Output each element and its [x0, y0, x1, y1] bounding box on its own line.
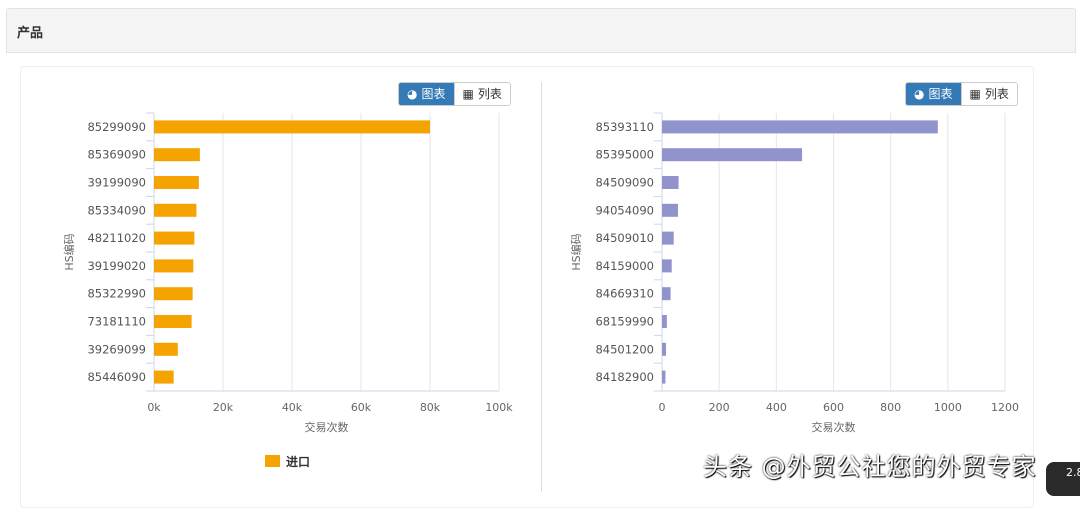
bar [154, 148, 200, 162]
y-tick-label: 68159990 [595, 315, 654, 329]
panel-header: 产品 [6, 8, 1076, 53]
y-tick-label: 39269099 [87, 342, 146, 356]
bar [662, 370, 666, 384]
x-axis-title: 交易次数 [305, 420, 349, 434]
bar [154, 315, 192, 328]
bar [662, 203, 679, 217]
pie-chart-icon: ◕ [914, 87, 925, 101]
x-tick-label: 40k [282, 401, 303, 414]
legend-swatch [265, 455, 280, 467]
bar [662, 287, 671, 301]
bar [662, 176, 679, 189]
x-tick-label: 80k [420, 401, 441, 414]
y-tick-label: 85369090 [87, 148, 146, 162]
y-tick-label: 73181110 [87, 315, 146, 329]
table-icon: ▦ [462, 87, 474, 101]
bar [662, 120, 938, 134]
pie-chart-icon: ◕ [407, 87, 418, 101]
list-view-button[interactable]: ▦ 列表 [453, 83, 510, 105]
y-tick-label: 85446090 [87, 370, 146, 384]
bar [154, 370, 174, 384]
bar [154, 287, 193, 301]
y-tick-label: 48211020 [87, 231, 146, 245]
y-tick-label: 84501200 [595, 342, 654, 356]
bar [662, 259, 672, 273]
x-tick-label: 1000 [934, 401, 962, 414]
y-axis-title: HS编码 [62, 233, 76, 270]
corner-badge: 2.8 [1046, 462, 1080, 496]
x-tick-label: 20k [213, 401, 234, 414]
y-axis-title: HS编码 [569, 233, 583, 270]
view-toggle-left: ◕ 图表 ▦ 列表 [398, 82, 511, 106]
y-tick-label: 85334090 [87, 203, 146, 217]
panel-title: 产品 [17, 26, 44, 41]
chart-view-button[interactable]: ◕ 图表 [399, 83, 454, 105]
chart-view-button[interactable]: ◕ 图表 [906, 83, 961, 105]
divider [541, 82, 542, 492]
y-tick-label: 94054090 [595, 203, 654, 217]
bar [662, 342, 667, 356]
x-tick-label: 400 [766, 401, 787, 414]
x-tick-label: 1200 [991, 401, 1019, 414]
table-icon: ▦ [969, 87, 981, 101]
y-tick-label: 85299090 [87, 120, 146, 134]
bar [662, 315, 667, 328]
y-tick-label: 84509090 [595, 176, 654, 190]
bar [154, 176, 199, 189]
charts-canvas: 0k 20k 40k 60k 80k 100k 85299090 85369090 391990… [62, 112, 1019, 469]
bar [154, 231, 195, 245]
list-view-button[interactable]: ▦ 列表 [960, 83, 1017, 105]
y-tick-label: 85395000 [595, 148, 654, 162]
view-toggle-right: ◕ 图表 ▦ 列表 [905, 82, 1018, 106]
x-tick-label: 800 [880, 401, 901, 414]
y-tick-label: 85393110 [595, 120, 654, 134]
bar [154, 342, 178, 356]
x-tick-label: 100k [485, 401, 513, 414]
x-tick-label: 0 [659, 401, 666, 414]
bar [154, 120, 430, 134]
bar [662, 231, 674, 245]
x-tick-label: 60k [351, 401, 372, 414]
y-tick-label: 39199090 [87, 176, 146, 190]
x-axis-title: 交易次数 [812, 420, 856, 434]
x-tick-label: 200 [709, 401, 730, 414]
x-tick-label: 0k [147, 401, 161, 414]
watermark: 头条 @外贸公社您的外贸专家 [703, 453, 1037, 481]
y-tick-label: 39199020 [87, 259, 146, 273]
x-tick-label: 600 [823, 401, 844, 414]
y-tick-label: 84509010 [595, 231, 654, 245]
bar [154, 259, 194, 273]
y-tick-label: 84669310 [595, 287, 654, 301]
y-tick-label: 84182900 [595, 370, 654, 384]
y-tick-label: 84159000 [595, 259, 654, 273]
legend-label: 进口 [286, 454, 310, 469]
bar [154, 203, 197, 217]
y-tick-label: 85322990 [87, 287, 146, 301]
bar [662, 148, 803, 162]
